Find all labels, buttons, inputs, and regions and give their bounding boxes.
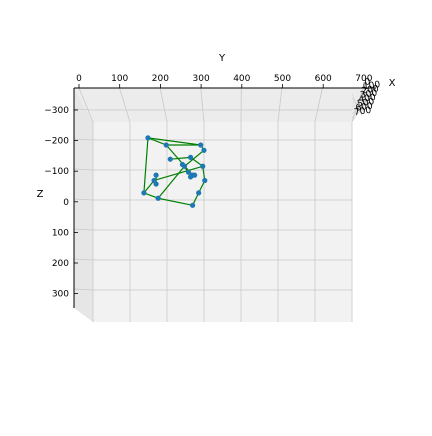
- pane-left: [74, 88, 93, 322]
- z-axis-label: Z: [37, 189, 44, 200]
- data-point: [190, 203, 195, 208]
- data-point: [198, 142, 203, 147]
- data-point: [180, 162, 185, 167]
- pane-top: [74, 88, 376, 122]
- data-point: [196, 190, 201, 195]
- data-point: [153, 181, 158, 186]
- data-point: [192, 173, 197, 178]
- z-tick-label: −300: [44, 106, 69, 116]
- data-point: [168, 157, 173, 162]
- data-point: [145, 135, 150, 140]
- y-tick-label: 300: [193, 74, 210, 84]
- z-ticks: −300 −200 −100 0 100 200 300: [44, 106, 78, 300]
- y-axis-label: Y: [218, 53, 226, 64]
- data-point: [153, 173, 158, 178]
- data-point: [201, 148, 206, 153]
- z-tick-label: 300: [52, 290, 69, 300]
- x-axis-label: X: [389, 78, 396, 89]
- data-point: [156, 196, 161, 201]
- data-point: [141, 190, 146, 195]
- data-point: [164, 142, 169, 147]
- data-point: [188, 155, 193, 160]
- z-tick-label: 100: [52, 228, 69, 238]
- y-tick-label: 600: [315, 74, 332, 84]
- y-tick-label: 400: [233, 74, 250, 84]
- z-tick-label: −100: [44, 167, 69, 177]
- z-tick-label: 0: [63, 198, 69, 208]
- z-tick-label: 200: [52, 259, 69, 269]
- data-point: [202, 178, 207, 183]
- data-point: [200, 164, 205, 169]
- y-tick-label: 500: [274, 74, 291, 84]
- x-tick-label: 700: [354, 106, 373, 118]
- z-tick-label: −200: [44, 137, 69, 147]
- y-tick-label: 200: [152, 74, 169, 84]
- pane-back: [93, 122, 352, 322]
- y-tick-label: 100: [111, 74, 128, 84]
- y-tick-label: 0: [76, 74, 82, 84]
- data-point: [186, 170, 191, 175]
